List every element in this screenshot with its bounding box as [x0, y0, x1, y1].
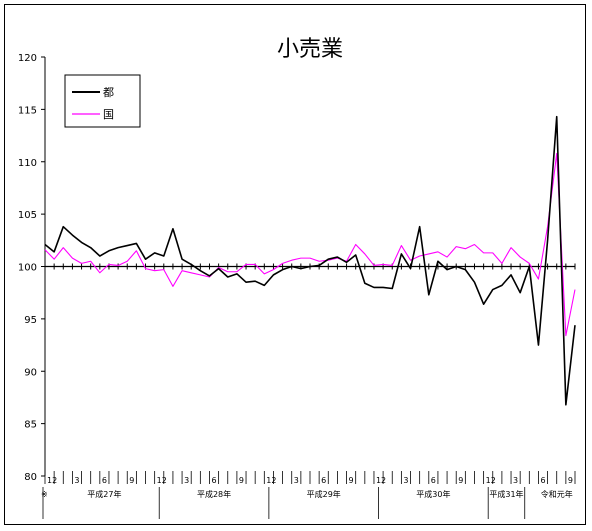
- x-month-label: 9: [349, 476, 354, 485]
- x-year-label: 平成31年: [489, 489, 523, 499]
- x-month-label: 3: [403, 476, 408, 485]
- x-month-label: 12: [157, 476, 167, 485]
- legend-label-tokyo: 都: [103, 86, 114, 99]
- y-tick-label: 80: [24, 472, 37, 483]
- chart-frame: 小売業 80 85 90 95 100 105 110 115 120 12 3 6 9 12 3 6 9 12…: [4, 4, 587, 525]
- x-month-label: 3: [513, 476, 518, 485]
- x-month-label: 12: [376, 476, 386, 485]
- x-year-label: 平成29年: [307, 489, 341, 499]
- x-month-label: 12: [486, 476, 496, 485]
- x-month-label: 12: [266, 476, 276, 485]
- y-tick-label: 85: [24, 420, 37, 431]
- x-note-label: ※: [41, 490, 48, 499]
- series-line-tokyo: [44, 115, 576, 406]
- y-tick-label: 90: [24, 367, 37, 378]
- x-month-label: 11: [586, 476, 587, 485]
- plot-area: [44, 115, 576, 406]
- x-month-label: 9: [239, 476, 244, 485]
- x-month-label: 9: [568, 476, 573, 485]
- x-month-label: 6: [540, 476, 545, 485]
- x-year-label: 平成27年: [87, 489, 121, 499]
- x-month-label: 3: [294, 476, 299, 485]
- x-month-label: 6: [431, 476, 436, 485]
- y-tick-label: 100: [18, 263, 37, 274]
- x-month-label: 9: [458, 476, 463, 485]
- y-tick-label: 95: [24, 315, 37, 326]
- x-axis: 12 3 6 9 12 3 6 9 12 3 6 9 12 3 6 9 12 3 6 9 11 ※ 平成27年 平成28年 平成…: [41, 471, 587, 519]
- legend-label-national: 国: [103, 108, 114, 121]
- x-year-label: 令和元年: [541, 489, 573, 499]
- x-month-label: 3: [184, 476, 189, 485]
- x-month-label: 9: [129, 476, 134, 485]
- legend-box: [64, 74, 141, 128]
- x-month-label: 6: [321, 476, 326, 485]
- y-tick-label: 115: [18, 105, 37, 116]
- x-year-label: 平成30年: [416, 489, 450, 499]
- y-tick-label: 120: [18, 53, 37, 64]
- x-month-label: 6: [211, 476, 216, 485]
- chart-title: 小売業: [277, 37, 343, 62]
- x-month-label: 12: [47, 476, 57, 485]
- y-tick-label: 105: [18, 210, 37, 221]
- x-year-label: 平成28年: [197, 489, 231, 499]
- legend: 都 国: [64, 74, 141, 128]
- x-month-label: 6: [102, 476, 107, 485]
- series-line-national: [44, 152, 576, 337]
- y-tick-label: 110: [18, 158, 37, 169]
- x-month-label: 3: [74, 476, 79, 485]
